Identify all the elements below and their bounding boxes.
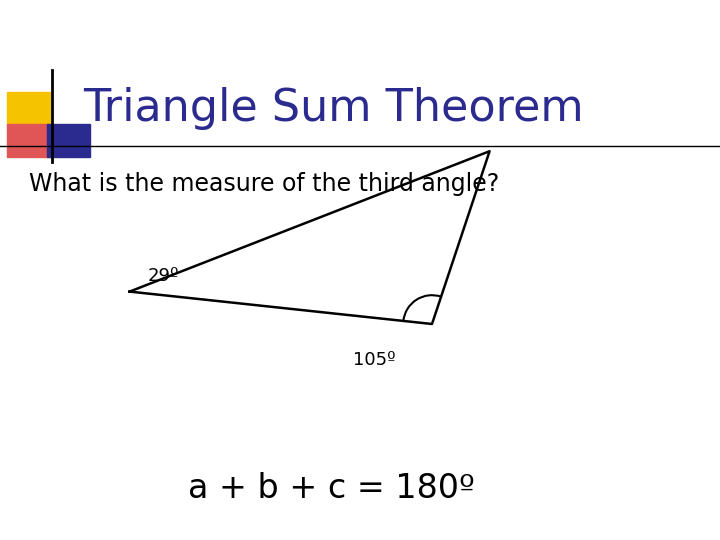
Text: What is the measure of the third angle?: What is the measure of the third angle? [29,172,499,195]
Bar [47,124,90,157]
Text: Triangle Sum Theorem: Triangle Sum Theorem [83,86,583,130]
Text: 29º: 29º [148,267,179,285]
Bar [7,124,50,157]
Bar [7,92,50,124]
Text: a + b + c = 180º: a + b + c = 180º [188,472,474,505]
Text: 105º: 105º [354,351,396,369]
